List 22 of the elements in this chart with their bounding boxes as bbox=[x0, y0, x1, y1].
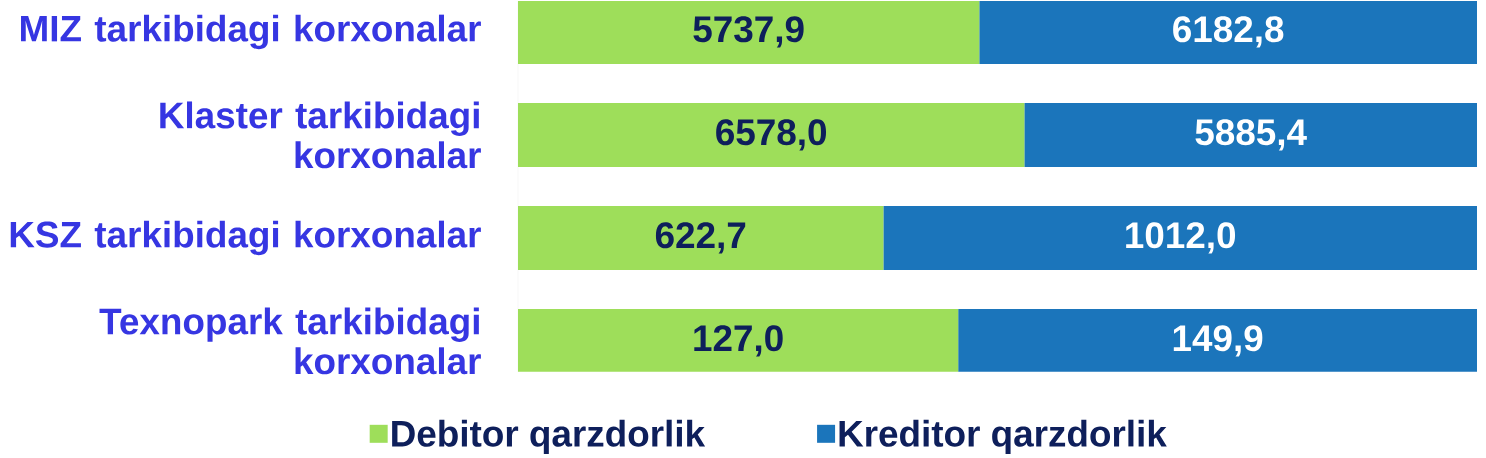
bar bbox=[883, 205, 1478, 270]
annotation: 6182,8 bbox=[1173, 16, 1284, 48]
annotation: 6578,0 bbox=[716, 119, 827, 151]
legend-label: Kreditor qarzdorlik bbox=[839, 419, 1167, 455]
bar bbox=[518, 1, 980, 64]
bar bbox=[1024, 102, 1478, 167]
annotation: 5885,4 bbox=[1195, 119, 1307, 151]
y-tick-label: KSZ tarkibidagi korxonalar bbox=[10, 220, 481, 256]
bar bbox=[518, 205, 884, 270]
legend-label: Debitor qarzdorlik bbox=[392, 419, 706, 455]
y-tick-label: MIZ tarkibidagi korxonalar bbox=[21, 14, 481, 50]
annotation: 149,9 bbox=[1173, 325, 1263, 357]
bar bbox=[518, 308, 959, 372]
annotation: 622,7 bbox=[655, 222, 746, 254]
annotation: 1012,0 bbox=[1126, 222, 1236, 254]
bar bbox=[979, 1, 1478, 64]
y-tick-label: Texnopark tarkibidagi korxonalar bbox=[99, 307, 481, 375]
annotation: 127,0 bbox=[694, 325, 783, 357]
bar bbox=[518, 102, 1025, 167]
y-tick-label: Klaster tarkibidagi korxonalar bbox=[160, 101, 481, 169]
bar bbox=[958, 308, 1478, 372]
annotation: 5737,9 bbox=[693, 16, 804, 48]
